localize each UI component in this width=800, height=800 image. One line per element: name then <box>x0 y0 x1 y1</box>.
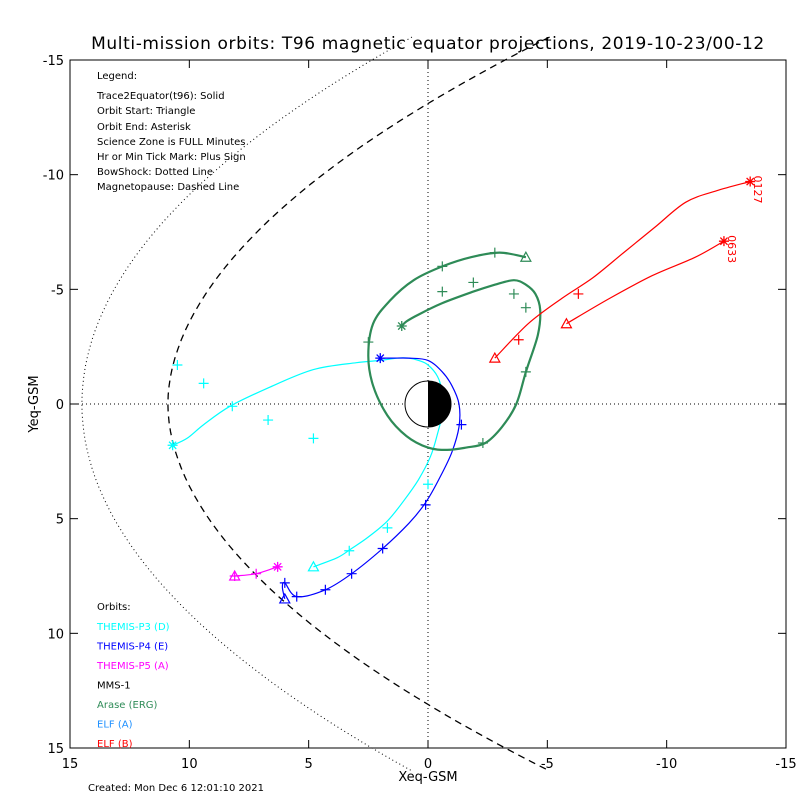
x-tick-label: 5 <box>305 757 313 772</box>
orbits-group: 0127 0633 <box>167 176 764 604</box>
tick-mark-plus <box>363 337 374 348</box>
orbit-start-triangle <box>278 592 291 604</box>
orbit-end-asterisk <box>718 236 729 247</box>
orbit-start-triangle <box>228 569 241 581</box>
tick-mark-plus <box>251 568 262 579</box>
tick-mark-plus <box>320 584 331 595</box>
tick-mark-plus <box>263 415 274 426</box>
boundaries-group <box>81 36 550 772</box>
orbit-line <box>566 240 725 325</box>
orbit-start-triangle <box>560 317 573 329</box>
orbits-title: Orbits: <box>97 602 131 613</box>
orbit-end-asterisk <box>396 321 407 332</box>
tick-mark-plus <box>437 261 448 272</box>
y-tick-label: 0 <box>56 398 64 413</box>
tick-mark-plus <box>279 577 290 588</box>
x-axis-label: Xeq-GSM <box>398 770 457 785</box>
y-tick-label: -15 <box>43 54 64 69</box>
orbit-legend-entry: THEMIS-P5 (A) <box>96 661 169 672</box>
legend-line: BowShock: Dotted Line <box>97 167 213 178</box>
tick-mark-plus <box>508 288 519 299</box>
orbit-start-triangle <box>488 351 501 363</box>
x-tick-label: -5 <box>541 757 554 772</box>
orbit-start-triangle <box>519 250 532 262</box>
x-axis: 15 10 5 0 -5 -10 -15 <box>62 60 797 772</box>
orbit-end-asterisk <box>375 353 386 364</box>
earth-icon <box>404 380 452 428</box>
tick-mark-plus <box>344 545 355 556</box>
tick-mark-plus <box>172 360 183 371</box>
orbit-end-time-label: 0633 <box>725 235 738 263</box>
tick-mark-plus <box>573 288 584 299</box>
legend-line: Hr or Min Tick Mark: Plus Sign <box>97 152 246 163</box>
tick-mark-plus <box>520 366 531 377</box>
tick-mark-plus <box>420 499 431 510</box>
chart-title: Multi-mission orbits: T96 magnetic equat… <box>91 34 765 54</box>
x-tick-label: 10 <box>181 757 198 772</box>
y-tick-label: -5 <box>51 283 64 298</box>
legend-line: Magnetopause: Dashed Line <box>97 182 239 193</box>
y-tick-label: 10 <box>47 627 64 642</box>
orbit-legend-entry: MMS-1 <box>97 681 131 692</box>
orbit-series <box>363 247 542 452</box>
tick-mark-plus <box>456 419 467 430</box>
x-tick-label: 0 <box>424 757 432 772</box>
y-axis: -15 -10 -5 0 5 10 15 <box>43 54 786 757</box>
tick-mark-plus <box>227 401 238 412</box>
orbit-legend: Orbits: THEMIS-P3 (D) THEMIS-P4 (E) THEMIS… <box>96 602 170 750</box>
orbit-end-asterisk <box>167 440 178 451</box>
orbit-series <box>228 561 283 581</box>
y-tick-label: 5 <box>56 513 64 528</box>
tick-mark-plus <box>477 437 488 448</box>
y-axis-label: Yeq-GSM <box>27 375 42 433</box>
orbit-series: 0127 <box>488 176 764 363</box>
tick-mark-plus <box>346 568 357 579</box>
orbit-line <box>172 357 444 568</box>
orbit-end-time-label: 0127 <box>751 176 764 204</box>
orbit-start-triangle <box>307 560 320 572</box>
orbit-end-asterisk <box>272 561 283 572</box>
orbit-legend-entry: THEMIS-P4 (E) <box>96 642 168 653</box>
orbit-legend-entry: ELF (B) <box>97 739 133 750</box>
earth-nightside <box>428 381 451 427</box>
orbit-line <box>494 180 751 359</box>
bowshock-line <box>81 36 413 772</box>
legend: Legend: Trace2Equator(t96): Solid Orbit … <box>96 71 246 193</box>
y-tick-label: -10 <box>43 169 64 184</box>
tick-mark-plus <box>520 302 531 313</box>
tick-mark-plus <box>377 543 388 554</box>
orbit-series <box>167 357 444 572</box>
y-tick-label: 15 <box>47 742 64 757</box>
legend-line: Orbit End: Asterisk <box>97 122 191 133</box>
orbit-series <box>278 353 467 604</box>
tick-mark-plus <box>468 277 479 288</box>
tick-mark-plus <box>423 479 433 490</box>
orbit-legend-entry: Arase (ERG) <box>97 700 158 711</box>
tick-mark-plus <box>513 334 524 345</box>
tick-mark-plus <box>489 247 500 258</box>
legend-line: Science Zone is FULL Minutes <box>97 137 246 148</box>
created-timestamp: Created: Mon Dec 6 12:01:10 2021 <box>88 783 264 794</box>
tick-mark-plus <box>308 433 319 444</box>
orbit-legend-entry: THEMIS-P3 (D) <box>96 622 170 633</box>
legend-line: Orbit Start: Triangle <box>97 106 195 117</box>
orbit-end-asterisk <box>745 176 756 187</box>
x-tick-label: -15 <box>775 757 796 772</box>
orbit-legend-entry: ELF (A) <box>97 720 133 731</box>
tick-mark-plus <box>198 378 209 389</box>
legend-title: Legend: <box>97 71 137 82</box>
tick-mark-plus <box>291 591 302 602</box>
legend-line: Trace2Equator(t96): Solid <box>96 91 225 102</box>
tick-mark-plus <box>382 522 393 533</box>
tick-mark-plus <box>437 286 448 297</box>
orbit-series: 0633 <box>513 235 738 345</box>
x-tick-label: 15 <box>62 757 79 772</box>
magnetopause-line <box>167 36 550 772</box>
x-tick-label: -10 <box>656 757 677 772</box>
